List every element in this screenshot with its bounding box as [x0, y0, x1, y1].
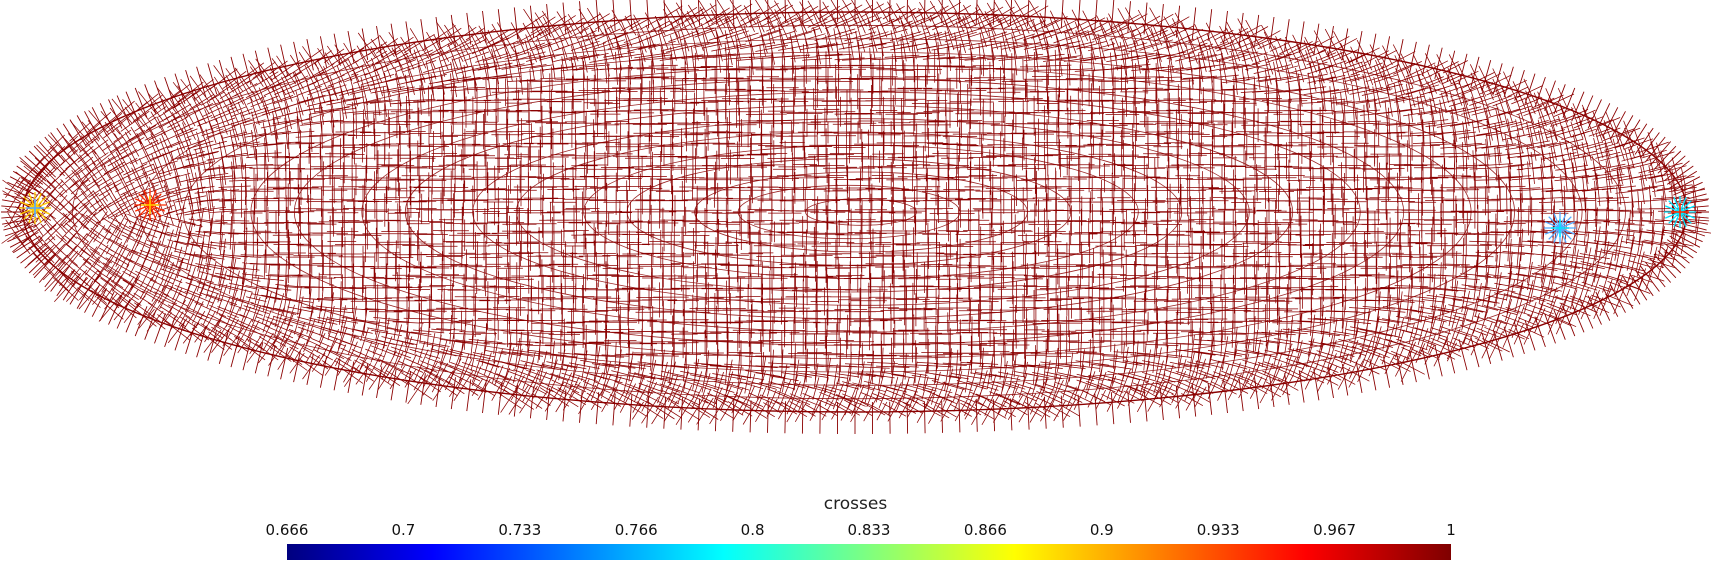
tick-label: 0.8 — [740, 521, 765, 539]
left-singularity-marker — [134, 189, 166, 221]
scalar-bar: crosses 0.666 0.7 0.733 0.766 0.8 0.833 … — [0, 470, 1711, 584]
right-singularity-marker — [1544, 212, 1576, 244]
tick-label: 0.9 — [1089, 521, 1114, 539]
tick-label: 0.833 — [847, 521, 891, 539]
cross-segments — [1, 0, 1711, 426]
tick-label: 0.766 — [614, 521, 658, 539]
tick-label: 0.733 — [498, 521, 542, 539]
tick-label: 0.866 — [963, 521, 1007, 539]
cross-field-mesh — [1, 0, 1711, 435]
left-tip-marker — [19, 192, 51, 224]
right-tip-marker — [1664, 196, 1696, 228]
tick-label: 0.933 — [1196, 521, 1240, 539]
tick-label: 1 — [1446, 521, 1456, 539]
colorbar-gradient — [287, 544, 1451, 560]
tick-label: 0.7 — [391, 521, 416, 539]
tick-label: 0.967 — [1313, 521, 1357, 539]
render-viewport[interactable] — [0, 0, 1711, 470]
tick-label: 0.666 — [265, 521, 309, 539]
scalar-bar-title: crosses — [823, 494, 888, 514]
